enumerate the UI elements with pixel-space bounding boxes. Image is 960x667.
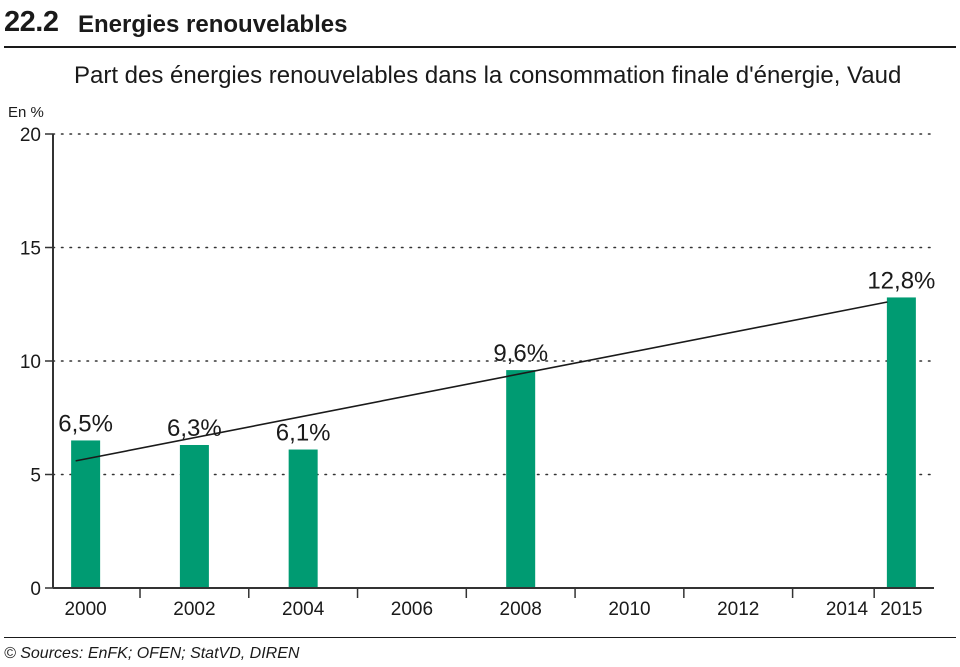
bar: [71, 440, 101, 588]
x-tick-label: 2006: [391, 599, 433, 620]
x-tick-label: 2004: [282, 599, 325, 620]
y-axis-label: En %: [8, 104, 44, 121]
chart-title: Part des énergies renouvelables dans la …: [74, 62, 902, 89]
data-label: 9,6%: [493, 340, 548, 367]
y-tick-label: 0: [30, 579, 41, 600]
x-tick-label: 2015: [880, 599, 922, 620]
data-label: 6,3%: [167, 415, 222, 442]
x-tick-label: 2008: [500, 599, 542, 620]
footer-divider: [4, 637, 956, 638]
bar: [886, 297, 916, 588]
y-tick-label: 15: [20, 239, 41, 260]
data-label: 12,8%: [867, 267, 935, 294]
bar: [179, 444, 209, 588]
section-number: 22.2: [4, 6, 59, 38]
section-title: Energies renouvelables: [78, 11, 348, 38]
source-note: © Sources: EnFK; OFEN; StatVD, DIREN: [4, 645, 300, 662]
data-label: 6,1%: [276, 420, 331, 447]
bar: [506, 370, 536, 588]
trend-line: [75, 301, 888, 462]
x-tick-label: 2010: [608, 599, 650, 620]
y-tick-label: 20: [20, 125, 41, 146]
x-tick-label: 2014: [826, 599, 869, 620]
data-label: 6,5%: [58, 410, 113, 437]
x-tick-label: 2012: [717, 599, 759, 620]
x-tick-label: 2002: [173, 599, 215, 620]
y-tick-label: 10: [20, 352, 41, 373]
bar: [288, 449, 318, 588]
y-tick-label: 5: [30, 466, 41, 487]
section-header: 22.2 Energies renouvelables: [4, 4, 956, 48]
x-tick-label: 2000: [64, 599, 106, 620]
